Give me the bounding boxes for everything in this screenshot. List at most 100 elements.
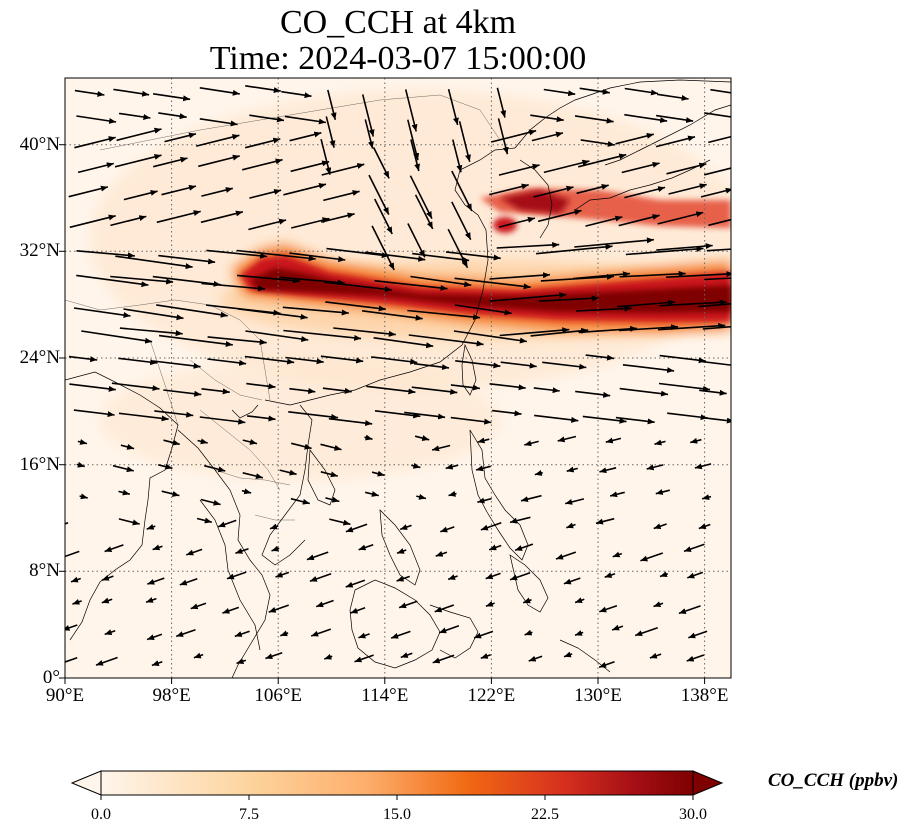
wind-arrow bbox=[154, 410, 194, 418]
y-tick-label: 32°N bbox=[19, 240, 60, 261]
wind-arrow bbox=[200, 498, 221, 506]
wind-arrow bbox=[454, 304, 512, 316]
wind-arrow bbox=[65, 550, 80, 560]
wind-arrow bbox=[458, 121, 471, 162]
wind-arrow bbox=[279, 469, 297, 476]
wind-arrow bbox=[475, 465, 491, 472]
wind-arrow bbox=[123, 308, 184, 321]
wind-arrow bbox=[509, 571, 531, 581]
wind-arrow bbox=[373, 337, 434, 349]
wind-arrow bbox=[74, 136, 116, 149]
wind-arrow bbox=[580, 139, 615, 147]
wind-arrow bbox=[104, 629, 116, 636]
wind-arrow bbox=[324, 281, 392, 293]
wind-arrow bbox=[700, 416, 731, 424]
wind-arrow bbox=[416, 493, 427, 500]
wind-arrow bbox=[477, 497, 492, 504]
wind-arrow bbox=[452, 139, 463, 173]
wind-arrow bbox=[598, 661, 615, 668]
wind-arrow bbox=[161, 184, 197, 196]
wind-arrow bbox=[245, 85, 281, 94]
wind-arrow bbox=[235, 547, 249, 554]
wind-arrow bbox=[438, 625, 460, 634]
wind-arrow bbox=[354, 654, 374, 663]
wind-arrow bbox=[653, 523, 667, 530]
wind-arrow bbox=[95, 656, 118, 666]
colorbar-tick-label: 22.5 bbox=[531, 806, 559, 823]
wind-arrow bbox=[687, 571, 704, 579]
wind-arrow bbox=[249, 114, 285, 123]
wind-arrow bbox=[432, 654, 455, 664]
wind-arrow bbox=[65, 656, 78, 663]
wind-arrow bbox=[618, 324, 679, 332]
wind-arrow bbox=[710, 88, 731, 94]
wind-arrow bbox=[68, 355, 98, 363]
wind-arrow bbox=[238, 308, 308, 320]
wind-arrow bbox=[345, 523, 368, 533]
wind-arrow bbox=[619, 387, 669, 397]
wind-arrow bbox=[708, 218, 731, 227]
wind-arrow bbox=[222, 606, 240, 614]
wind-arrow bbox=[244, 355, 295, 365]
wind-arrow bbox=[659, 354, 706, 364]
wind-arrow bbox=[291, 217, 330, 229]
wind-arrow bbox=[372, 147, 390, 179]
wind-arrow bbox=[555, 551, 577, 560]
wind-arrow bbox=[249, 188, 282, 199]
wind-arrow bbox=[179, 577, 198, 586]
wind-arrow bbox=[396, 548, 407, 554]
wind-arrow bbox=[365, 251, 426, 262]
x-tick-label: 130°E bbox=[574, 685, 622, 706]
wind-arrow bbox=[199, 87, 240, 96]
wind-arrow bbox=[624, 87, 659, 96]
wind-arrow bbox=[574, 237, 654, 248]
wind-arrow bbox=[485, 572, 501, 580]
wind-arrow bbox=[407, 309, 481, 320]
wind-arrow bbox=[447, 574, 458, 581]
x-tick-label: 106°E bbox=[254, 685, 303, 706]
wind-arrow bbox=[76, 115, 117, 124]
wind-arrow bbox=[329, 518, 351, 526]
y-tick-label: 0° bbox=[42, 667, 60, 688]
wind-arrow bbox=[118, 518, 140, 526]
wind-arrow bbox=[371, 356, 418, 365]
wind-arrow bbox=[268, 604, 289, 613]
wind-arrow bbox=[659, 299, 727, 307]
wind-arrow bbox=[364, 119, 374, 149]
wind-arrow bbox=[410, 275, 472, 288]
wind-arrow bbox=[320, 471, 338, 478]
wind-arrow bbox=[152, 544, 163, 551]
wind-arrow bbox=[361, 94, 375, 137]
wind-arrow bbox=[611, 624, 624, 631]
wind-arrow bbox=[112, 464, 134, 473]
x-tick-label: 98°E bbox=[152, 685, 191, 706]
wind-arrow bbox=[399, 524, 412, 531]
wind-arrow bbox=[653, 601, 664, 608]
wind-arrow bbox=[146, 633, 163, 641]
wind-arrow bbox=[498, 216, 536, 228]
wind-arrow bbox=[543, 159, 590, 174]
wind-arrow bbox=[81, 330, 153, 344]
wind-arrow bbox=[477, 437, 490, 444]
wind-arrow bbox=[104, 544, 124, 553]
wind-arrow bbox=[110, 215, 147, 227]
wind-arrow bbox=[666, 162, 707, 175]
wind-arrow bbox=[657, 211, 704, 225]
wind-arrow bbox=[152, 93, 191, 102]
wind-arrow bbox=[77, 439, 88, 445]
wind-arrow bbox=[480, 522, 502, 531]
wind-arrow bbox=[158, 463, 173, 470]
wind-arrow bbox=[534, 414, 579, 423]
wind-arrow bbox=[207, 336, 267, 346]
wind-arrow bbox=[585, 354, 615, 361]
wind-arrow bbox=[431, 444, 451, 452]
wind-arrow bbox=[410, 139, 421, 172]
wind-arrow bbox=[371, 225, 395, 271]
wind-arrow bbox=[496, 241, 560, 249]
wind-arrow bbox=[323, 190, 360, 202]
wind-arrow bbox=[574, 630, 584, 636]
wind-arrow bbox=[237, 274, 301, 284]
map-frame bbox=[64, 77, 732, 679]
wind-arrow bbox=[543, 88, 576, 97]
